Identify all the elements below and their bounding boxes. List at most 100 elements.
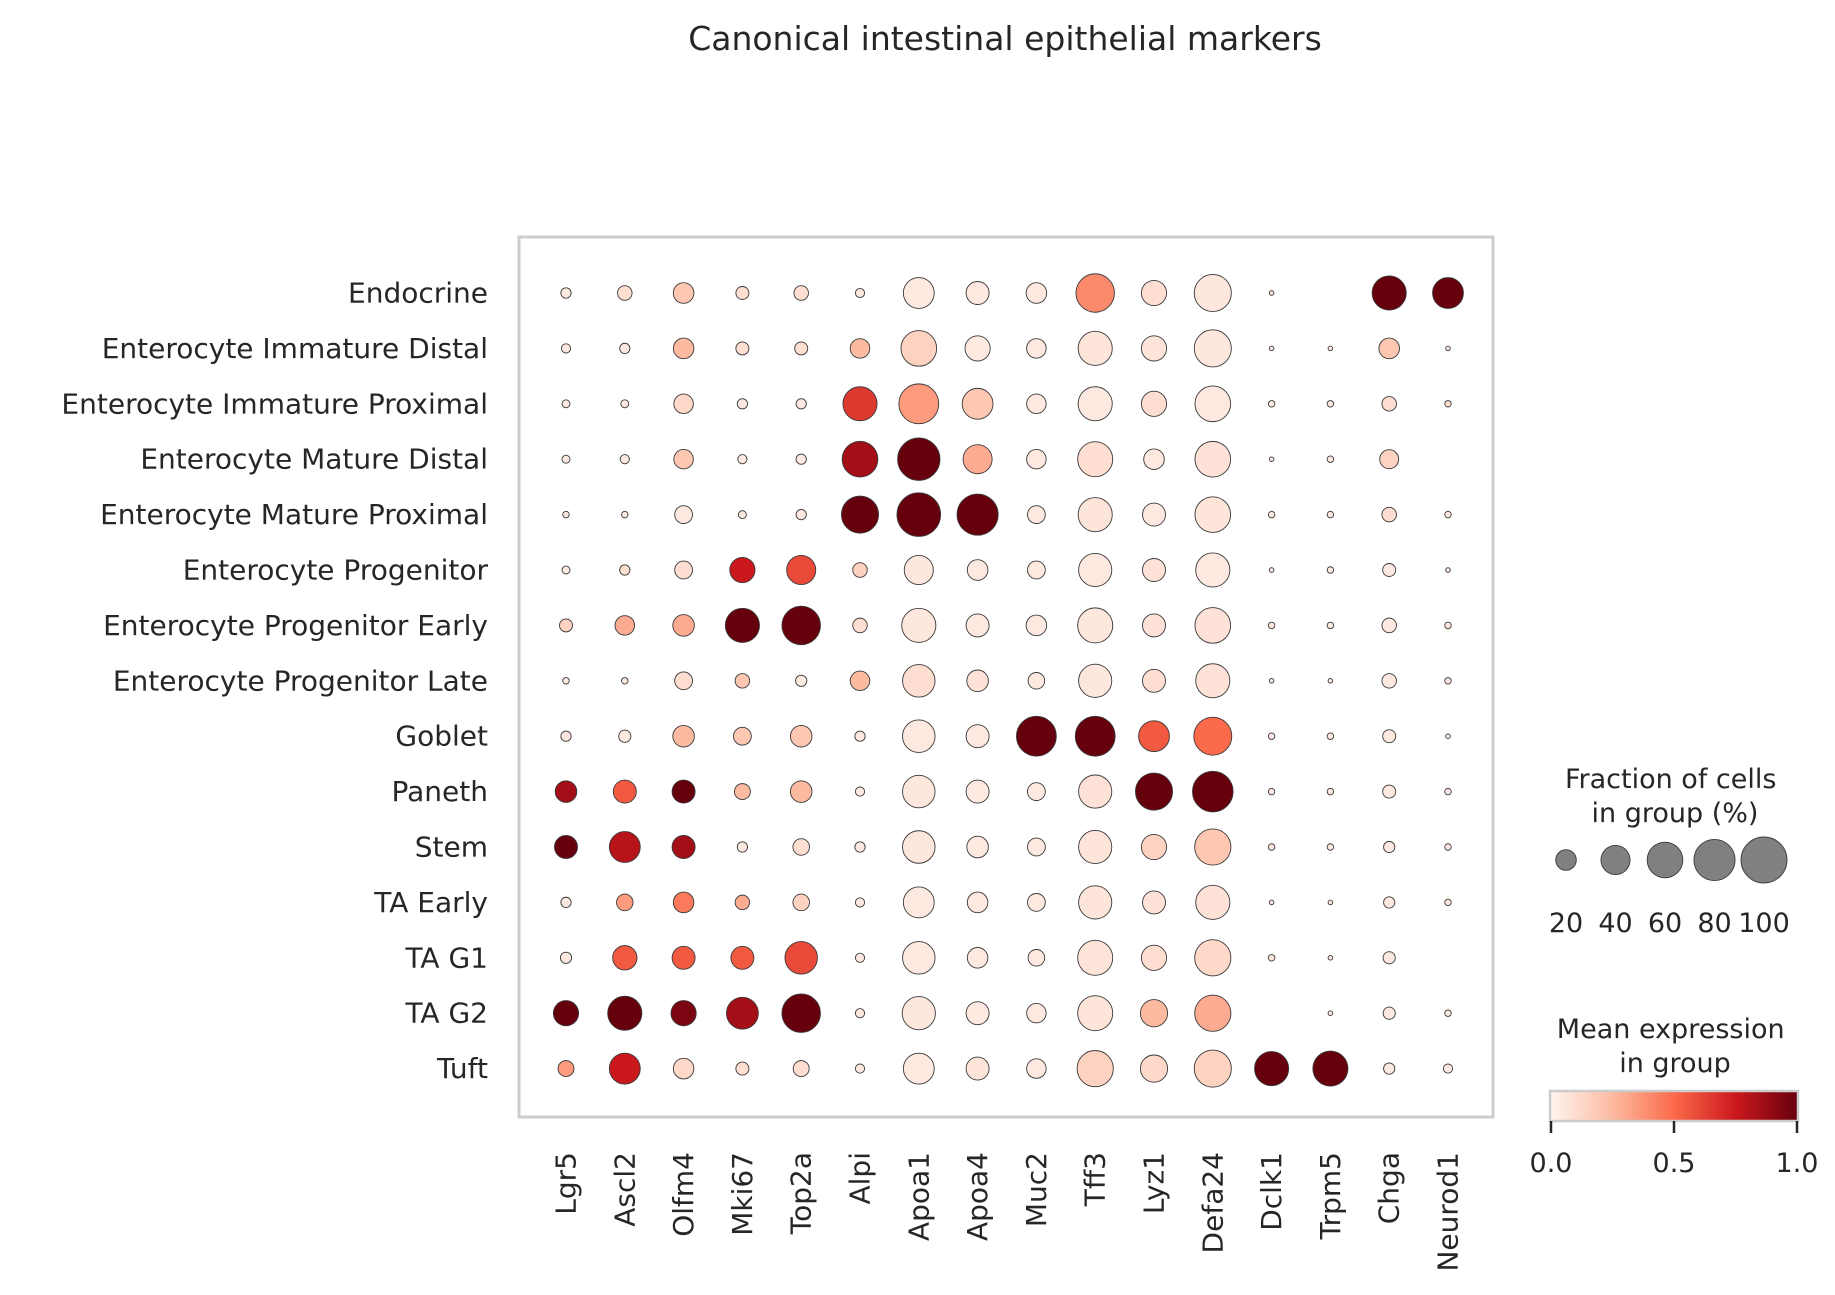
group-label: Enterocyte Mature Distal <box>140 443 488 476</box>
dot-marker <box>733 783 751 801</box>
size-legend: Fraction of cells in group (%) 20 40 60 80 1… <box>1549 764 1790 939</box>
dot-marker <box>849 670 871 692</box>
dot-grid <box>552 273 1464 1088</box>
dot-marker <box>795 453 807 465</box>
dot-marker <box>902 886 935 919</box>
dot-marker <box>902 277 935 309</box>
dot-marker <box>672 724 695 748</box>
dot-marker <box>1444 510 1452 519</box>
dot-marker <box>1382 951 1396 965</box>
dot-marker <box>1194 994 1232 1032</box>
dot-marker <box>1027 837 1046 857</box>
dot-marker <box>1267 400 1276 408</box>
dot-marker <box>1194 828 1232 866</box>
dot-marker <box>1077 995 1114 1032</box>
dot-marker <box>1383 896 1396 909</box>
dot-marker <box>966 891 989 914</box>
dot-marker <box>671 779 696 804</box>
dot-marker <box>897 437 941 481</box>
dot-marker <box>1444 1009 1452 1017</box>
dot-marker <box>1445 733 1451 739</box>
dot-marker <box>1326 732 1335 740</box>
gene-label: Olfm4 <box>667 1152 700 1237</box>
dot-marker <box>554 835 578 859</box>
dot-marker <box>902 1052 935 1085</box>
dot-marker <box>1382 563 1397 577</box>
group-labels: Endocrine Enterocyte Immature Distal Enter… <box>61 277 488 1086</box>
dot-marker <box>1326 455 1335 463</box>
dot-marker <box>1143 448 1165 470</box>
dot-marker <box>1445 345 1451 352</box>
group-label: Enterocyte Progenitor <box>183 554 489 587</box>
dot-marker <box>852 617 868 634</box>
gene-label: Chga <box>1373 1152 1406 1224</box>
dot-marker <box>1267 787 1276 796</box>
dot-marker <box>1327 955 1334 961</box>
dot-marker <box>1026 393 1047 415</box>
dot-marker <box>1326 510 1335 519</box>
dot-marker <box>737 510 747 520</box>
dot-marker <box>849 338 871 359</box>
dot-marker <box>1027 560 1046 580</box>
size-legend-label: 80 <box>1697 908 1731 939</box>
dot-marker <box>1195 884 1231 920</box>
size-legend-title-line2: in group (%) <box>1592 798 1759 829</box>
dot-marker <box>902 941 936 975</box>
group-label: TA G2 <box>405 997 489 1030</box>
dot-marker <box>560 730 572 742</box>
dot-marker <box>672 337 695 360</box>
dot-marker <box>900 330 938 367</box>
dot-marker <box>966 669 989 693</box>
dot-marker <box>616 893 634 912</box>
dot-marker <box>965 1056 990 1081</box>
dot-marker <box>1326 566 1335 574</box>
dot-marker <box>1267 732 1276 740</box>
dot-marker <box>621 677 629 685</box>
dot-marker <box>1078 774 1113 809</box>
dot-marker <box>1135 772 1173 811</box>
dot-marker <box>1381 506 1397 523</box>
dot-marker <box>842 386 878 422</box>
dot-marker <box>841 440 879 478</box>
dot-marker <box>1139 999 1169 1028</box>
dot-marker <box>614 615 636 636</box>
dot-marker <box>671 835 696 859</box>
size-legend-dot <box>1646 841 1684 879</box>
dot-marker <box>1267 510 1276 519</box>
dot-marker <box>1193 274 1232 312</box>
dot-marker <box>841 495 879 534</box>
dot-marker <box>852 562 868 578</box>
dot-marker <box>612 945 638 971</box>
dot-marker <box>1140 833 1168 861</box>
dot-marker <box>1142 613 1166 638</box>
dot-marker <box>1268 567 1275 573</box>
dot-marker <box>560 343 572 354</box>
dot-marker <box>1142 668 1166 693</box>
dot-marker <box>672 282 695 304</box>
dot-marker <box>789 780 813 803</box>
color-legend-title: Mean expression in group <box>1557 1014 1793 1079</box>
dot-marker <box>1378 337 1400 360</box>
dot-marker <box>735 1061 750 1076</box>
dot-marker <box>1192 770 1234 813</box>
dot-marker <box>1268 345 1275 352</box>
dot-marker <box>1194 939 1232 977</box>
dot-marker <box>1078 552 1113 588</box>
dot-marker <box>1382 1006 1396 1020</box>
dot-marker <box>724 607 760 643</box>
color-legend-title-line1: Mean expression <box>1557 1014 1785 1045</box>
dot-marker <box>1327 899 1334 906</box>
dot-marker <box>617 285 633 301</box>
dot-marker <box>674 671 693 691</box>
dot-marker <box>965 724 990 749</box>
size-legend-label: 100 <box>1738 908 1790 939</box>
dot-marker <box>902 719 936 753</box>
dot-marker <box>1327 678 1334 684</box>
group-label: Tuft <box>436 1052 488 1085</box>
dot-marker <box>1140 390 1168 417</box>
dot-marker <box>1381 673 1397 689</box>
dot-marker <box>612 779 637 804</box>
dot-marker <box>619 342 631 354</box>
dot-marker <box>794 341 809 356</box>
size-legend-labels: 20 40 60 80 100 <box>1549 908 1790 939</box>
